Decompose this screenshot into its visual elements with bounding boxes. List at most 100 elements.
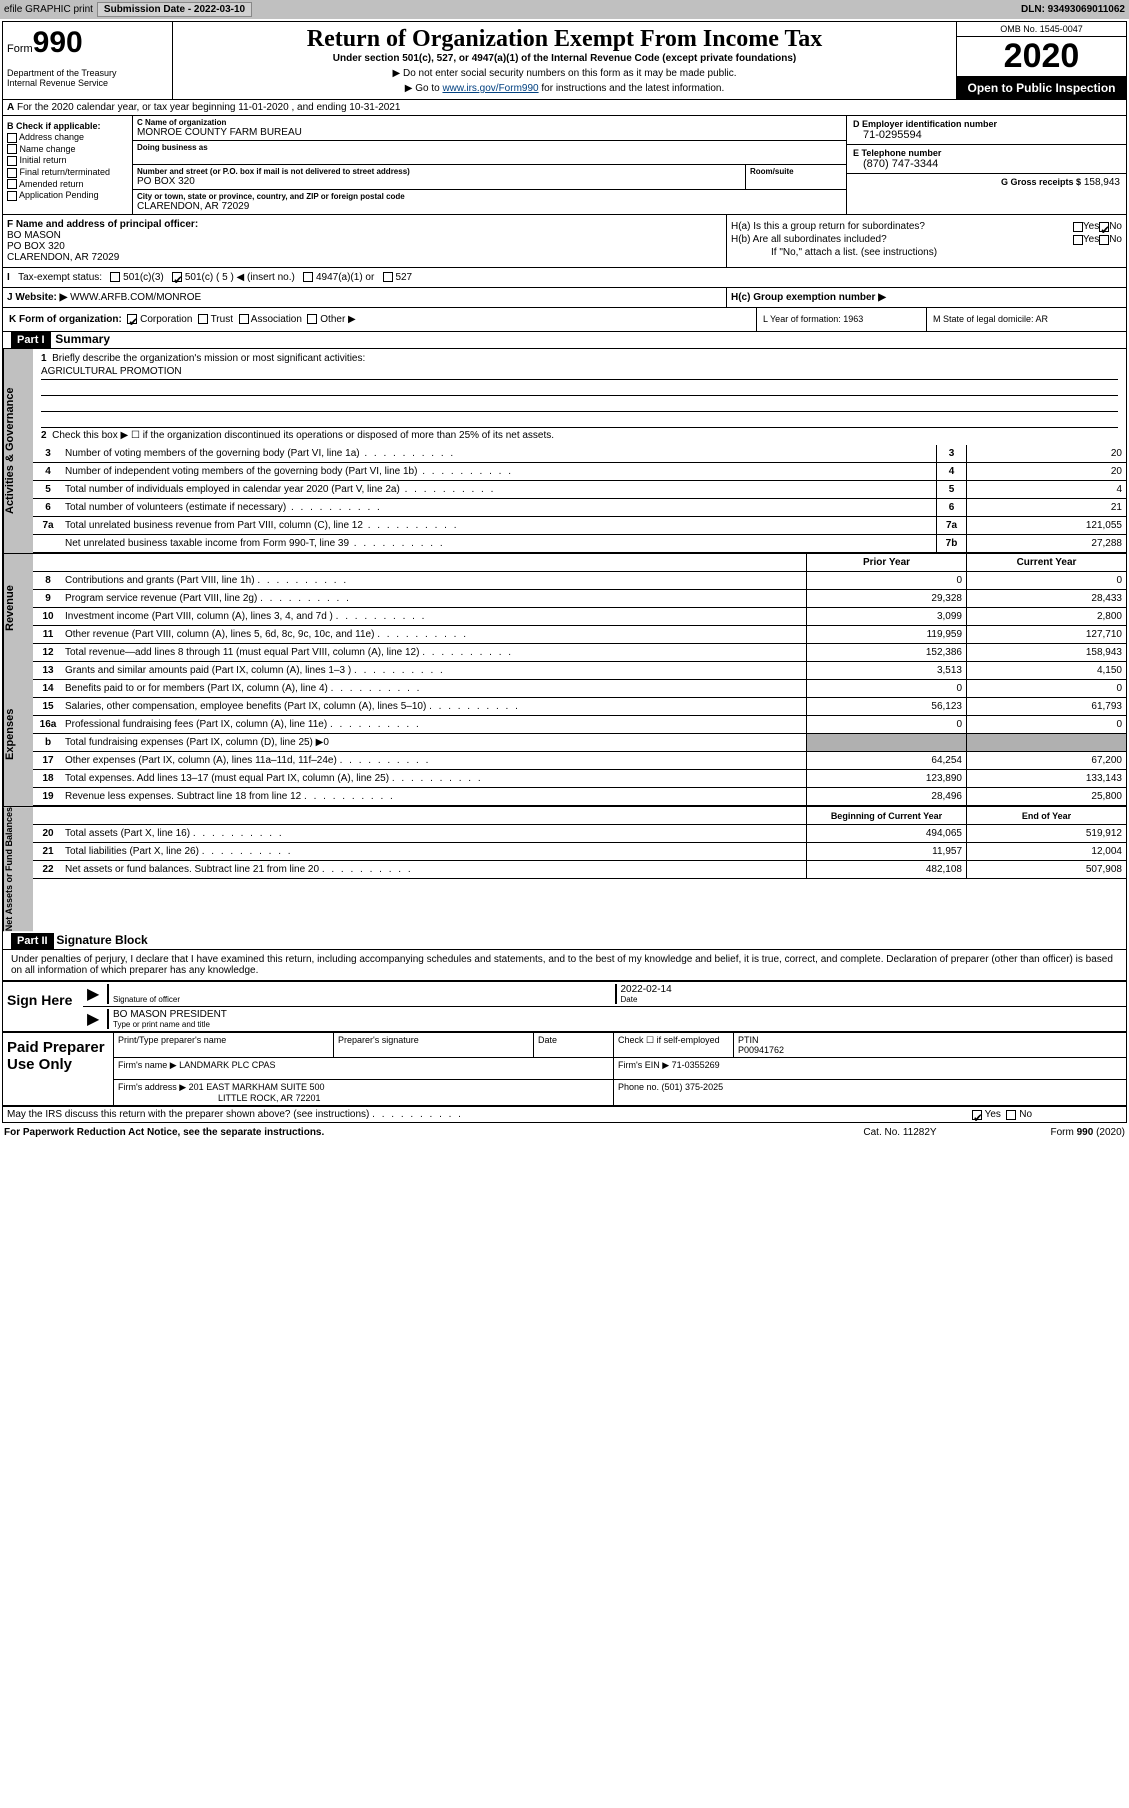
opt-assoc: Association [251, 314, 302, 325]
governance-label: Activities & Governance [3, 349, 33, 553]
prep-header-row: Print/Type preparer's name Preparer's si… [113, 1033, 1126, 1058]
form-990: Form990 Department of the Treasury Inter… [2, 21, 1127, 1123]
expenses-label: Expenses [3, 662, 33, 806]
ein-row: D Employer identification number 71-0295… [847, 116, 1126, 145]
discuss-row: May the IRS discuss this return with the… [3, 1107, 1126, 1122]
firm-ein: Firm's EIN ▶ 71-0355269 [613, 1058, 1126, 1079]
m-col: M State of legal domicile: AR [926, 308, 1126, 331]
firm-name: LANDMARK PLC CPAS [179, 1060, 275, 1070]
data-row: 18Total expenses. Add lines 13–17 (must … [33, 770, 1126, 788]
mission-block: 1 Briefly describe the organization's mi… [33, 349, 1126, 445]
prep-h3: Date [533, 1033, 613, 1057]
gov-row: Net unrelated business taxable income fr… [33, 535, 1126, 553]
phone-label: E Telephone number [853, 148, 1120, 158]
korg-row: K Form of organization: Corporation Trus… [3, 308, 1126, 332]
part-i-header-row: Part I Summary [3, 332, 1126, 349]
prep-h5: PTIN [738, 1035, 759, 1045]
begin-year-h: Beginning of Current Year [806, 807, 966, 824]
sig-officer-row: ▶ Signature of officer 2022-02-14Date [83, 982, 1126, 1007]
prep-h4: Check ☐ if self-employed [613, 1033, 733, 1057]
dba-row: Doing business as [133, 141, 846, 165]
status-label: Tax-exempt status: [18, 272, 102, 283]
revenue-label: Revenue [3, 554, 33, 662]
status-row: I Tax-exempt status: 501(c)(3) 501(c) ( … [3, 268, 1126, 288]
data-row: 19Revenue less expenses. Subtract line 1… [33, 788, 1126, 806]
firm-label: Firm's name ▶ [118, 1060, 177, 1070]
opt-trust: Trust [211, 314, 233, 325]
form-title: Return of Organization Exempt From Incom… [177, 26, 952, 53]
sign-here-label: Sign Here [3, 982, 83, 1031]
org-name-label: C Name of organization [137, 118, 842, 127]
ha-label: H(a) Is this a group return for subordin… [731, 221, 1073, 232]
gross-row: G Gross receipts $ 158,943 [847, 174, 1126, 191]
addr-val2: LITTLE ROCK, AR 72201 [118, 1093, 321, 1103]
form-number: 990 [33, 26, 83, 59]
hc-row: H(c) Group exemption number ▶ [726, 288, 1126, 307]
org-name-row: C Name of organization MONROE COUNTY FAR… [133, 116, 846, 141]
q1-text: Briefly describe the organization's miss… [52, 353, 365, 364]
form-header: Form990 Department of the Treasury Inter… [3, 22, 1126, 100]
col-de: D Employer identification number 71-0295… [846, 116, 1126, 214]
part-ii-title: Signature Block [56, 933, 147, 947]
phone-val: (870) 747-3344 [853, 158, 1120, 170]
data-row: 17Other expenses (Part IX, column (A), l… [33, 752, 1126, 770]
j-label: J Website: ▶ [7, 292, 67, 303]
instruction-2: ▶ Go to www.irs.gov/Form990 for instruct… [177, 83, 952, 94]
officer-label: F Name and address of principal officer: [7, 219, 722, 230]
line-a: A For the 2020 calendar year, or tax yea… [3, 100, 1126, 116]
revenue-section: Revenue Prior Year Current Year 8Contrib… [3, 553, 1126, 662]
chk-amended: Amended return [7, 179, 128, 190]
netassets-section: Net Assets or Fund Balances Beginning of… [3, 806, 1126, 931]
inst2-post: for instructions and the latest informat… [539, 83, 725, 94]
prep-addr-row: Firm's address ▶ 201 EAST MARKHAM SUITE … [113, 1080, 1126, 1105]
data-row: 10Investment income (Part VIII, column (… [33, 608, 1126, 626]
sig-name-row: ▶ BO MASON PRESIDENTType or print name a… [83, 1007, 1126, 1031]
city-label: City or town, state or province, country… [137, 192, 842, 201]
col-h: H(a) Is this a group return for subordin… [726, 215, 1126, 267]
ein-val: 71-0295594 [853, 129, 1120, 141]
part-i-badge: Part I [11, 332, 51, 348]
header-left: Form990 Department of the Treasury Inter… [3, 22, 173, 99]
k-label: K Form of organization: [9, 314, 122, 325]
k-col: K Form of organization: Corporation Trus… [3, 308, 756, 331]
tax-year: 2020 [957, 37, 1126, 77]
data-row: 12Total revenue—add lines 8 through 11 (… [33, 644, 1126, 662]
col-b: B Check if applicable: Address change Na… [3, 116, 133, 214]
line-a-text: For the 2020 calendar year, or tax year … [17, 102, 400, 113]
sign-table: Sign Here ▶ Signature of officer 2022-02… [3, 980, 1126, 1033]
current-year-h: Current Year [966, 554, 1126, 571]
officer-addr1: PO BOX 320 [7, 241, 722, 252]
footer-left: For Paperwork Reduction Act Notice, see … [4, 1127, 825, 1138]
gov-row: 3Number of voting members of the governi… [33, 445, 1126, 463]
opt-527: 527 [395, 272, 412, 283]
gov-row: 5Total number of individuals employed in… [33, 481, 1126, 499]
governance-section: Activities & Governance 1 Briefly descri… [3, 349, 1126, 553]
addr-val: 201 EAST MARKHAM SUITE 500 [189, 1082, 325, 1092]
col-c: C Name of organization MONROE COUNTY FAR… [133, 116, 846, 214]
omb-number: OMB No. 1545-0047 [957, 22, 1126, 37]
data-row: 9Program service revenue (Part VIII, lin… [33, 590, 1126, 608]
data-row: 14Benefits paid to or for members (Part … [33, 680, 1126, 698]
submission-btn[interactable]: Submission Date - 2022-03-10 [97, 2, 252, 17]
part-ii-badge: Part II [11, 933, 54, 949]
expenses-section: Expenses 13Grants and similar amounts pa… [3, 662, 1126, 806]
sig-date: 2022-02-14 [621, 984, 672, 995]
gov-row: 4Number of independent voting members of… [33, 463, 1126, 481]
hb-row: H(b) Are all subordinates included? Yes … [731, 234, 1122, 245]
chk-initial: Initial return [7, 155, 128, 166]
opt-corp: Corporation [140, 314, 192, 325]
data-row: 8Contributions and grants (Part VIII, li… [33, 572, 1126, 590]
chk-final: Final return/terminated [7, 167, 128, 178]
form-word: Form [7, 43, 33, 55]
irs-link[interactable]: www.irs.gov/Form990 [442, 83, 538, 94]
dln-label: DLN: 93493069011062 [1021, 4, 1125, 15]
netassets-header: Beginning of Current Year End of Year [33, 807, 1126, 825]
dept-label: Department of the Treasury Internal Reve… [7, 68, 168, 88]
instruction-1: ▶ Do not enter social security numbers o… [177, 68, 952, 79]
website-url: WWW.ARFB.COM/MONROE [70, 292, 201, 303]
footer-mid: Cat. No. 11282Y [825, 1127, 975, 1138]
revenue-header: Prior Year Current Year [33, 554, 1126, 572]
gov-row: 7aTotal unrelated business revenue from … [33, 517, 1126, 535]
opt-4947: 4947(a)(1) or [316, 272, 374, 283]
h-note: If "No," attach a list. (see instruction… [731, 247, 1122, 258]
